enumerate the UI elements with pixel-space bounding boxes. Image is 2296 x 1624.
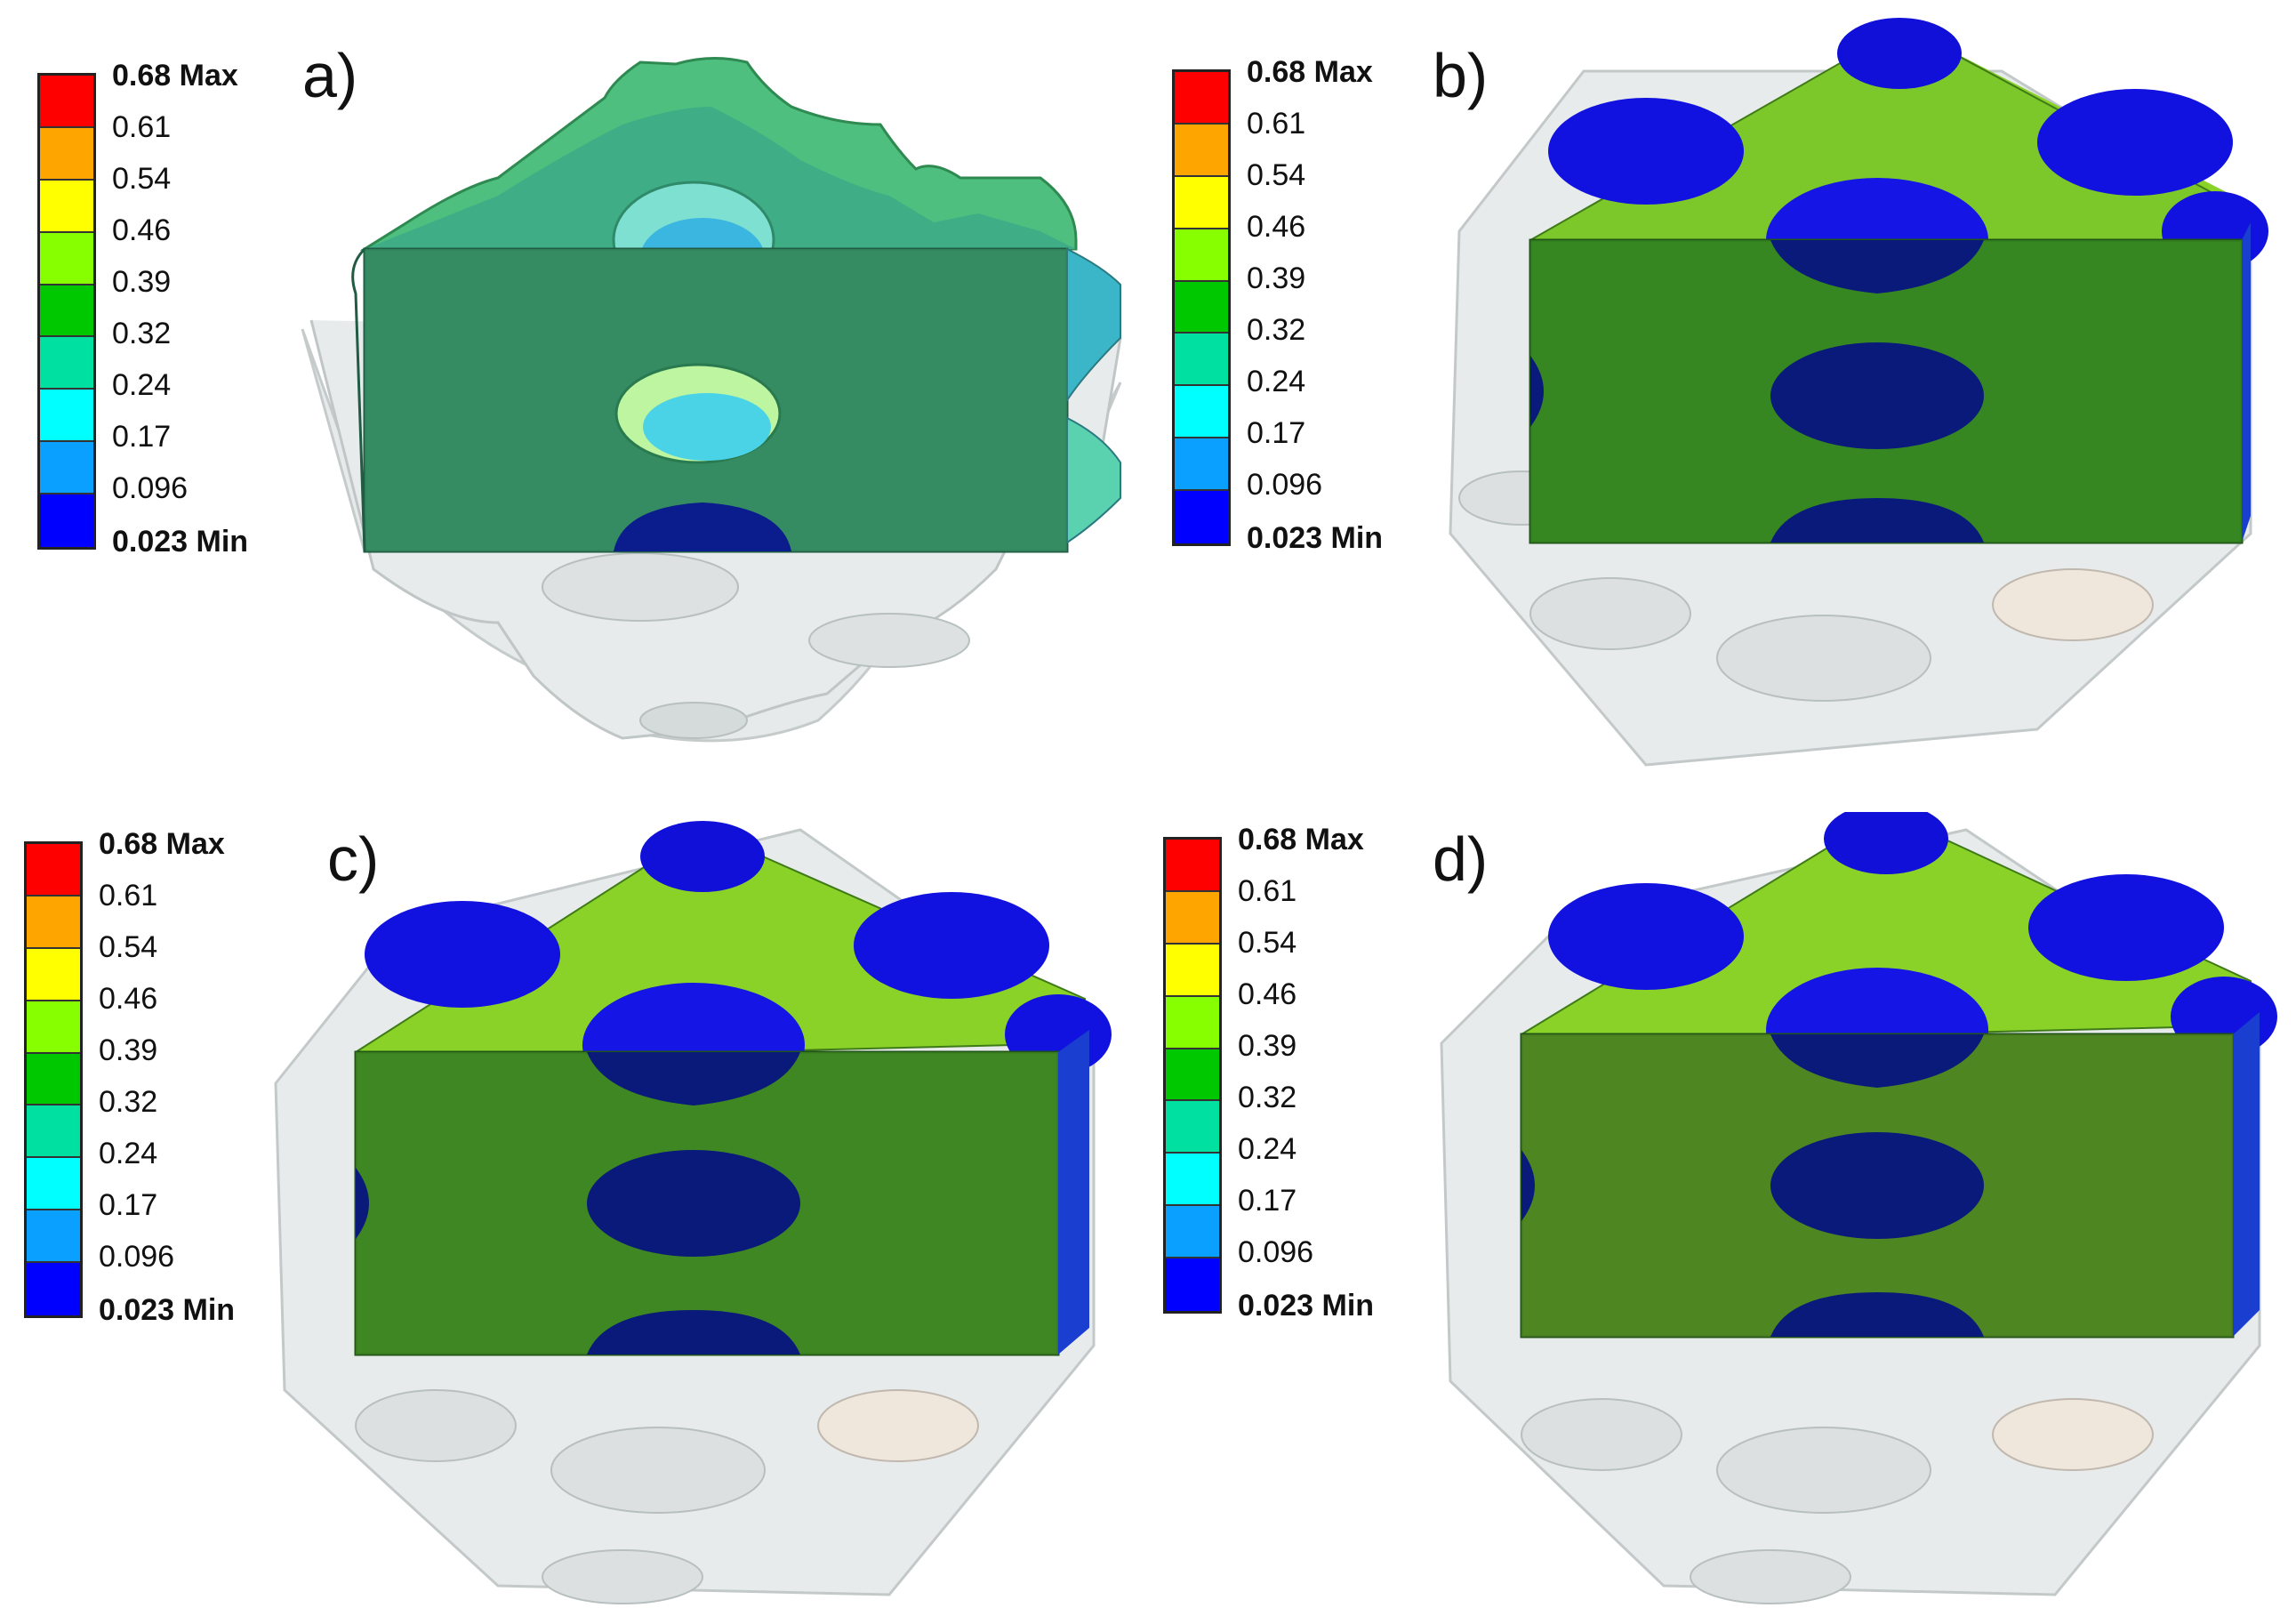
legend-label: 0.39 [1238,1029,1297,1063]
legend-label: 0.54 [99,930,158,964]
legend-label: 0.68 Max [1247,55,1373,89]
legend-label: 0.096 [1238,1235,1314,1269]
color-swatch [1175,386,1228,439]
legend-label: 0.61 [1247,107,1306,141]
legend-label: 0.61 [1238,874,1297,908]
color-bar [37,73,96,550]
color-swatch [1175,124,1228,177]
unit-cell-b [1449,18,2268,767]
legend-label: 0.24 [99,1137,158,1170]
legend-label: 0.023 Min [99,1293,236,1327]
color-swatch [27,1263,80,1315]
legend-label: 0.39 [99,1033,158,1067]
legend-label: 0.17 [112,420,172,454]
legend-label: 0.68 Max [112,59,238,92]
legend-label: 0.54 [1238,926,1297,960]
color-swatch [27,1001,80,1054]
color-swatch [1175,281,1228,334]
color-swatch [1166,1049,1219,1102]
unit-cell-a [301,57,1122,743]
legend-label: 0.24 [112,368,172,402]
color-swatch [40,232,93,285]
legend-label: 0.61 [99,879,158,912]
color-swatch [1175,438,1228,491]
color-swatch [1166,840,1219,892]
color-swatch [1166,891,1219,945]
legend-label: 0.61 [112,110,172,144]
legend-label: 0.023 Min [1238,1289,1375,1323]
color-swatch [1166,1101,1219,1154]
legend-label: 0.24 [1238,1132,1297,1166]
legend-label: 0.17 [1238,1184,1297,1218]
panel-a: 0.68 Max 0.61 0.54 0.46 0.39 0.32 0.24 0… [0,0,1148,812]
color-swatch [27,1053,80,1106]
color-swatch [27,896,80,949]
panel-label: a) [302,41,358,110]
panel-c: 0.68 Max 0.61 0.54 0.46 0.39 0.32 0.24 0… [0,812,1148,1624]
legend-label: 0.46 [112,213,172,247]
legend-label: 0.46 [99,982,158,1016]
legend-label: 0.54 [1247,158,1306,192]
panel-label: d) [1433,824,1489,894]
legend-label: 0.68 Max [1238,823,1364,856]
legend-label: 0.68 Max [99,827,225,861]
color-bar [1172,69,1231,546]
legend-label: 0.023 Min [112,525,249,559]
legend-label: 0.39 [112,265,172,299]
color-swatch [1166,996,1219,1049]
legend-label: 0.096 [99,1240,175,1274]
legend-label: 0.39 [1247,261,1306,295]
color-swatch [1175,334,1228,387]
color-swatch [1175,72,1228,125]
legend-label: 0.32 [112,317,172,350]
color-swatch [40,285,93,338]
panel-b: 0.68 Max 0.61 0.54 0.46 0.39 0.32 0.24 0… [1148,0,2296,812]
legend-label: 0.023 Min [1247,521,1384,555]
legend-label: 0.17 [1247,416,1306,450]
unit-cell-c [274,821,1112,1604]
legend-label: 0.32 [1247,313,1306,347]
color-swatch [27,1158,80,1211]
legend-label: 0.24 [1247,365,1306,398]
color-swatch [1166,1154,1219,1207]
color-swatch [27,1210,80,1263]
legend-label: 0.46 [1247,210,1306,244]
color-bar [1163,837,1222,1314]
legend-label: 0.17 [99,1188,158,1222]
legend-label: 0.46 [1238,977,1297,1011]
color-swatch [1175,176,1228,229]
color-swatch [40,494,93,547]
color-swatch [27,948,80,1001]
legend-label: 0.54 [112,162,172,196]
legend-label: 0.32 [1238,1081,1297,1114]
legend-label: 0.096 [112,471,189,505]
color-swatch [40,76,93,128]
color-swatch [1166,1258,1219,1311]
color-swatch [40,180,93,233]
panel-d: 0.68 Max 0.61 0.54 0.46 0.39 0.32 0.24 0… [1148,812,2296,1624]
panel-label: c) [327,824,380,894]
color-swatch [1166,944,1219,997]
unit-cell-d [1440,812,2277,1604]
color-swatch [40,390,93,443]
color-swatch [27,1105,80,1159]
color-swatch [40,127,93,181]
panel-label: b) [1433,41,1489,110]
color-swatch [1166,1206,1219,1258]
color-swatch [40,442,93,494]
legend-label: 0.096 [1247,468,1323,502]
color-swatch [1175,229,1228,282]
color-swatch [27,844,80,896]
color-bar [24,841,83,1318]
color-swatch [40,337,93,390]
legend-label: 0.32 [99,1085,158,1119]
color-swatch [1175,491,1228,543]
